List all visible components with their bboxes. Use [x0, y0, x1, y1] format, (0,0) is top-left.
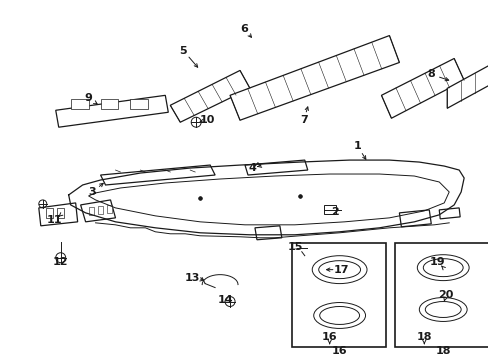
Bar	[46, 208, 53, 218]
Bar	[395, 243, 488, 347]
Polygon shape	[56, 95, 168, 127]
Text: 9: 9	[84, 93, 92, 103]
Polygon shape	[101, 165, 215, 185]
Text: 18: 18	[416, 332, 431, 342]
Bar	[101, 99, 118, 109]
Polygon shape	[254, 226, 281, 240]
Text: 2: 2	[330, 207, 338, 217]
Bar	[57, 208, 63, 218]
Polygon shape	[170, 71, 249, 122]
Bar	[71, 99, 88, 109]
Bar	[106, 205, 111, 213]
Text: 10: 10	[199, 115, 214, 125]
Polygon shape	[39, 203, 78, 226]
Text: 14: 14	[217, 294, 232, 305]
Bar	[98, 206, 102, 214]
Polygon shape	[399, 210, 430, 227]
Text: 4: 4	[247, 163, 255, 173]
Text: 13: 13	[184, 273, 200, 283]
Text: 5: 5	[179, 45, 187, 55]
Polygon shape	[381, 58, 463, 118]
Bar	[291, 243, 386, 347]
Polygon shape	[229, 36, 399, 120]
Text: 17: 17	[333, 265, 348, 275]
Text: 16: 16	[321, 332, 337, 342]
Bar	[88, 207, 93, 215]
Text: 1: 1	[353, 141, 361, 151]
Text: 16: 16	[331, 346, 347, 356]
Text: 11: 11	[47, 215, 62, 225]
Text: 19: 19	[428, 257, 444, 267]
Bar	[130, 99, 148, 109]
Text: 6: 6	[240, 24, 247, 33]
Text: 20: 20	[438, 289, 453, 300]
Polygon shape	[244, 160, 307, 175]
Text: 15: 15	[287, 242, 303, 252]
Polygon shape	[447, 66, 488, 108]
Text: 8: 8	[427, 69, 434, 80]
Text: 18: 18	[435, 346, 450, 356]
Polygon shape	[438, 208, 459, 219]
Text: 12: 12	[53, 257, 68, 267]
Text: 3: 3	[89, 187, 96, 197]
Text: 7: 7	[299, 115, 307, 125]
Polygon shape	[81, 200, 115, 222]
Bar	[323, 206, 335, 214]
Bar	[296, 244, 306, 252]
